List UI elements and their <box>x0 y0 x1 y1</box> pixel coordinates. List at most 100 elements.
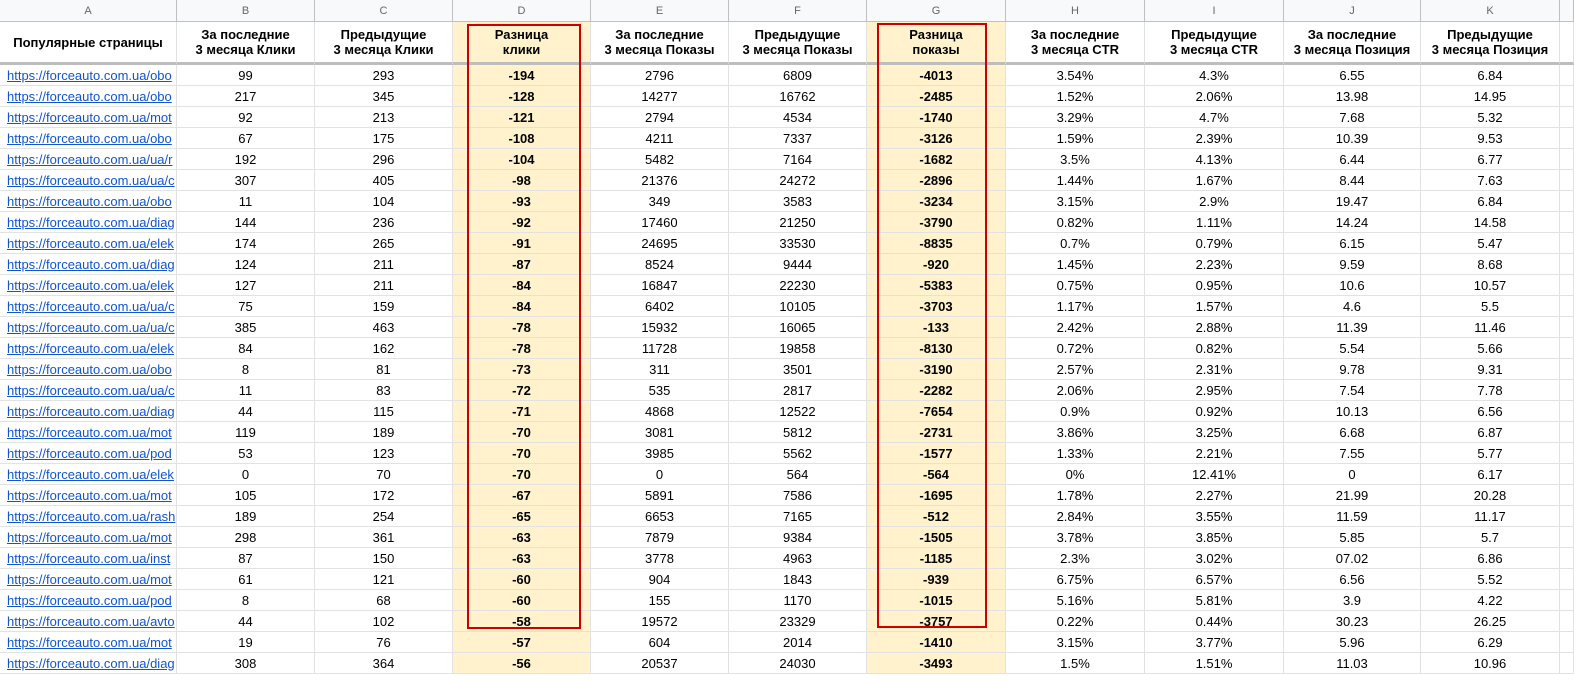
column-letter[interactable]: B <box>177 0 315 22</box>
cell: 1.5% <box>1006 653 1145 674</box>
column-letter[interactable]: G <box>867 0 1006 22</box>
diff-cell: -512 <box>867 506 1006 527</box>
cell: 3.85% <box>1145 527 1284 548</box>
column-letter[interactable]: H <box>1006 0 1145 22</box>
cell: 3.5% <box>1006 149 1145 170</box>
page-link[interactable]: https://forceauto.com.ua/obo <box>0 86 177 107</box>
column-letter[interactable]: C <box>315 0 453 22</box>
cell: 5.66 <box>1421 338 1560 359</box>
cell: 1.52% <box>1006 86 1145 107</box>
diff-cell: -98 <box>453 170 591 191</box>
page-link[interactable]: https://forceauto.com.ua/inst <box>0 548 177 569</box>
diff-cell: -84 <box>453 296 591 317</box>
page-link[interactable]: https://forceauto.com.ua/mot <box>0 422 177 443</box>
page-link[interactable]: https://forceauto.com.ua/rash <box>0 506 177 527</box>
page-link[interactable]: https://forceauto.com.ua/elek <box>0 233 177 254</box>
page-link[interactable]: https://forceauto.com.ua/ua/c <box>0 170 177 191</box>
diff-cell: -92 <box>453 212 591 233</box>
cell: 6.77 <box>1421 149 1560 170</box>
cell <box>1560 401 1574 422</box>
page-link[interactable]: https://forceauto.com.ua/mot <box>0 107 177 128</box>
page-link[interactable]: https://forceauto.com.ua/elek <box>0 338 177 359</box>
page-link[interactable]: https://forceauto.com.ua/obo <box>0 359 177 380</box>
diff-cell: -1695 <box>867 485 1006 506</box>
page-link[interactable]: https://forceauto.com.ua/diag <box>0 254 177 275</box>
column-letter[interactable]: F <box>729 0 867 22</box>
cell: 92 <box>177 107 315 128</box>
cell: 22230 <box>729 275 867 296</box>
page-link[interactable]: https://forceauto.com.ua/obo <box>0 128 177 149</box>
diff-cell: -2896 <box>867 170 1006 191</box>
cell: 192 <box>177 149 315 170</box>
cell: 0.7% <box>1006 233 1145 254</box>
diff-cell: -3790 <box>867 212 1006 233</box>
page-link[interactable]: https://forceauto.com.ua/obo <box>0 191 177 212</box>
page-link[interactable]: https://forceauto.com.ua/elek <box>0 464 177 485</box>
column-letter[interactable]: I <box>1145 0 1284 22</box>
page-link[interactable]: https://forceauto.com.ua/ua/c <box>0 317 177 338</box>
column-letter[interactable]: A <box>0 0 177 22</box>
cell: 11.03 <box>1284 653 1421 674</box>
cell: 7879 <box>591 527 729 548</box>
diff-cell: -78 <box>453 317 591 338</box>
page-link[interactable]: https://forceauto.com.ua/diag <box>0 212 177 233</box>
cell: 7586 <box>729 485 867 506</box>
diff-cell: -93 <box>453 191 591 212</box>
column-letter[interactable]: K <box>1421 0 1560 22</box>
page-link[interactable]: https://forceauto.com.ua/ua/r <box>0 149 177 170</box>
cell: 4868 <box>591 401 729 422</box>
page-link[interactable]: https://forceauto.com.ua/pod <box>0 443 177 464</box>
page-link[interactable]: https://forceauto.com.ua/ua/c <box>0 380 177 401</box>
cell: 345 <box>315 86 453 107</box>
cell: 24272 <box>729 170 867 191</box>
cell <box>1560 170 1574 191</box>
diff-cell: -63 <box>453 548 591 569</box>
diff-cell: -1740 <box>867 107 1006 128</box>
cell: 7165 <box>729 506 867 527</box>
cell: 0 <box>1284 464 1421 485</box>
cell: 115 <box>315 401 453 422</box>
column-letter[interactable]: E <box>591 0 729 22</box>
diff-cell: -194 <box>453 65 591 86</box>
cell: 1.78% <box>1006 485 1145 506</box>
diff-cell: -3234 <box>867 191 1006 212</box>
cell: 5891 <box>591 485 729 506</box>
cell: 20.28 <box>1421 485 1560 506</box>
page-link[interactable]: https://forceauto.com.ua/ua/c <box>0 296 177 317</box>
diff-cell: -78 <box>453 338 591 359</box>
cell: 8 <box>177 590 315 611</box>
cell: 3.86% <box>1006 422 1145 443</box>
cell: 07.02 <box>1284 548 1421 569</box>
cell: 19 <box>177 632 315 653</box>
page-link[interactable]: https://forceauto.com.ua/mot <box>0 569 177 590</box>
cell: 254 <box>315 506 453 527</box>
page-link[interactable]: https://forceauto.com.ua/elek <box>0 275 177 296</box>
page-link[interactable]: https://forceauto.com.ua/mot <box>0 527 177 548</box>
column-letter[interactable]: J <box>1284 0 1421 22</box>
cell <box>1560 65 1574 86</box>
cell: 9.59 <box>1284 254 1421 275</box>
page-link[interactable]: https://forceauto.com.ua/avto <box>0 611 177 632</box>
page-link[interactable]: https://forceauto.com.ua/diag <box>0 653 177 674</box>
page-link[interactable]: https://forceauto.com.ua/obo <box>0 65 177 86</box>
diff-cell: -3190 <box>867 359 1006 380</box>
cell: 6.15 <box>1284 233 1421 254</box>
cell: 1.57% <box>1145 296 1284 317</box>
page-link[interactable]: https://forceauto.com.ua/pod <box>0 590 177 611</box>
cell: 2.21% <box>1145 443 1284 464</box>
page-link[interactable]: https://forceauto.com.ua/diag <box>0 401 177 422</box>
cell: 5.52 <box>1421 569 1560 590</box>
cell: 2.88% <box>1145 317 1284 338</box>
cell: 364 <box>315 653 453 674</box>
cell: 8.68 <box>1421 254 1560 275</box>
cell: 7164 <box>729 149 867 170</box>
cell: 2.06% <box>1006 380 1145 401</box>
cell: 3501 <box>729 359 867 380</box>
cell <box>1560 212 1574 233</box>
cell <box>1560 149 1574 170</box>
page-link[interactable]: https://forceauto.com.ua/mot <box>0 632 177 653</box>
diff-cell: -8835 <box>867 233 1006 254</box>
column-letter[interactable]: D <box>453 0 591 22</box>
page-link[interactable]: https://forceauto.com.ua/mot <box>0 485 177 506</box>
